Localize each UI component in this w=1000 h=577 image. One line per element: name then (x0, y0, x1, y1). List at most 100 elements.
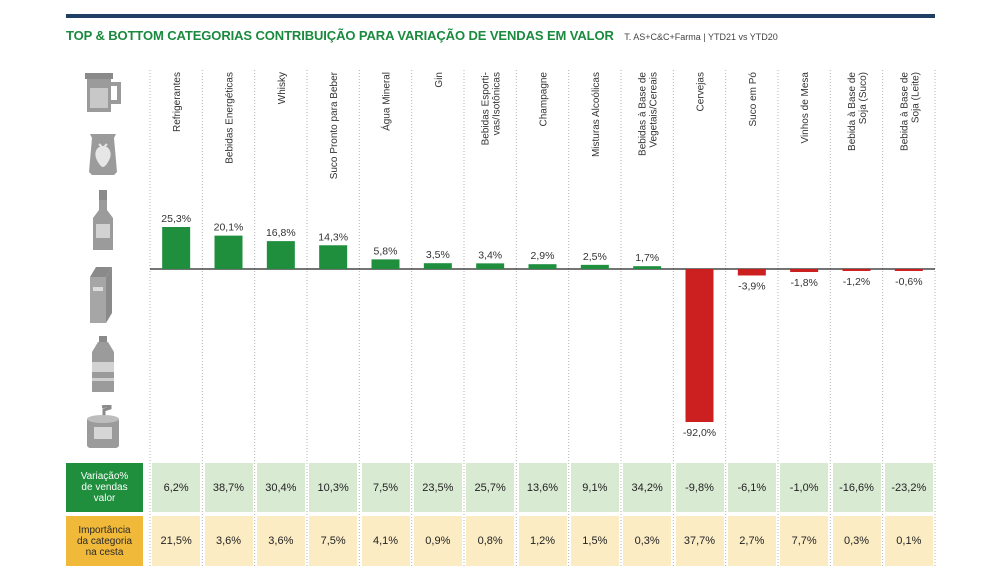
category-label: Bebida à Base de (847, 72, 858, 151)
row-label-importancia-text: Importância da categoria na cesta (76, 524, 133, 558)
data-label: -92,0% (683, 427, 716, 439)
bar-positive (319, 245, 348, 269)
category-label-group: Bebidas Esporti-vas/Isotônicas (481, 72, 503, 145)
data-label: 5,8% (374, 245, 398, 257)
cell-variacao: 9,1% (570, 463, 619, 512)
bar-positive (266, 241, 295, 269)
cell-variacao: 13,6% (518, 463, 567, 512)
chart-header: TOP & BOTTOM CATEGORIAS CONTRIBUIÇÃO PAR… (66, 27, 778, 45)
cell-variacao: 30,4% (256, 463, 305, 512)
category-label-group: Bebida à Base de Soja (Leite) (899, 72, 921, 151)
bar-positive (528, 264, 557, 269)
cell-importancia: 0,9% (413, 516, 462, 566)
data-label: 16,8% (266, 227, 296, 239)
category-label: Bebidas Energéticas (225, 72, 236, 164)
category-label: Soja (Suco) (858, 72, 869, 124)
cell-importancia: 2,7% (727, 516, 776, 566)
category-label: Soja (Leite) (910, 72, 921, 123)
cell-importancia: 1,2% (518, 516, 567, 566)
category-label: Água Mineral (380, 72, 393, 131)
category-label-group: Bebidas Energéticas (225, 72, 236, 164)
cell-variacao: -1,0% (780, 463, 829, 512)
bar-positive (633, 266, 662, 269)
category-label: Bebidas à Base de (638, 72, 649, 156)
milk-carton-icon (90, 267, 112, 323)
category-label-group: Champagne (539, 72, 550, 127)
bar-positive (580, 264, 609, 269)
bar-positive (476, 263, 505, 269)
category-label-group: Suco em Pó (748, 72, 759, 127)
data-label: 14,3% (318, 231, 348, 243)
cell-importancia: 0,3% (623, 516, 672, 566)
cell-importancia: 0,1% (884, 516, 933, 566)
category-label-group: Bebida à Base de Soja (Suco) (847, 72, 869, 151)
category-label-group: Água Mineral (380, 72, 393, 131)
top-rule (66, 14, 935, 18)
category-label: Vegetais/Cereais (649, 72, 660, 148)
bar-negative (790, 269, 819, 272)
chart-subtitle: T. AS+C&C+Farma | YTD21 vs YTD20 (624, 32, 778, 42)
bar-positive (162, 227, 191, 269)
bar-negative (894, 269, 923, 271)
category-label: Misturas Alcoólicas (591, 72, 602, 157)
category-label: Cervejas (696, 72, 707, 111)
cell-importancia: 0,3% (832, 516, 881, 566)
category-label: Bebida à Base de (899, 72, 910, 151)
cell-variacao: -6,1% (727, 463, 776, 512)
category-label: Champagne (539, 72, 550, 127)
category-label-group: Refrigerantes (172, 72, 183, 132)
data-label: 2,5% (583, 251, 607, 263)
cell-variacao: -9,8% (675, 463, 724, 512)
category-label: Suco em Pó (748, 72, 759, 127)
cell-importancia: 4,1% (361, 516, 410, 566)
snack-bag-icon (89, 134, 117, 175)
cell-importancia: 3,6% (256, 516, 305, 566)
data-label: -1,8% (790, 277, 817, 289)
data-label: 1,7% (635, 252, 659, 264)
data-label: 3,5% (426, 249, 450, 261)
category-label: Whisky (277, 72, 288, 104)
row-label-importancia: Importância da categoria na cesta (66, 516, 143, 566)
cell-variacao: -16,6% (832, 463, 881, 512)
data-label: -1,2% (843, 276, 870, 288)
cell-variacao: 23,5% (413, 463, 462, 512)
cell-importancia: 7,7% (780, 516, 829, 566)
cell-variacao: 38,7% (204, 463, 253, 512)
category-label-group: Suco Pronto para Beber (329, 71, 340, 179)
category-label-group: Bebidas à Base de Vegetais/Cereais (638, 72, 660, 156)
cell-variacao: -23,2% (884, 463, 933, 512)
cell-variacao: 34,2% (623, 463, 672, 512)
data-label: -3,9% (738, 280, 765, 292)
cell-importancia: 1,5% (570, 516, 619, 566)
bar-positive (423, 263, 452, 269)
data-label: -0,6% (895, 276, 922, 288)
category-label: vas/Isotônicas (492, 72, 503, 135)
category-label-group: Vinhos de Mesa (800, 72, 811, 144)
mate-cup-icon (87, 405, 119, 448)
category-label: Refrigerantes (172, 72, 183, 132)
cell-importancia: 0,8% (466, 516, 515, 566)
category-label: Gin (434, 72, 445, 88)
cell-variacao: 25,7% (466, 463, 515, 512)
data-label: 20,1% (214, 222, 244, 234)
row-label-variacao: Variação% de vendas valor (66, 463, 143, 512)
juice-jug-icon (85, 73, 121, 112)
cell-importancia: 37,7% (675, 516, 724, 566)
data-label: 2,9% (531, 250, 555, 262)
bar-negative (737, 269, 766, 276)
bar-positive (214, 235, 243, 269)
liquor-bottle-icon (93, 190, 113, 250)
cell-importancia: 3,6% (204, 516, 253, 566)
category-label-group: Misturas Alcoólicas (591, 72, 602, 157)
chart-title: TOP & BOTTOM CATEGORIAS CONTRIBUIÇÃO PAR… (66, 28, 614, 43)
water-bottle-icon (92, 336, 114, 392)
data-label: 3,4% (478, 249, 502, 261)
cell-importancia: 21,5% (152, 516, 201, 566)
category-label: Vinhos de Mesa (800, 72, 811, 144)
cell-variacao: 6,2% (152, 463, 201, 512)
category-label-group: Gin (434, 72, 445, 88)
category-label: Suco Pronto para Beber (329, 71, 340, 179)
bar-positive (371, 259, 400, 269)
category-label-group: Whisky (277, 72, 288, 104)
bar-negative (842, 269, 871, 271)
